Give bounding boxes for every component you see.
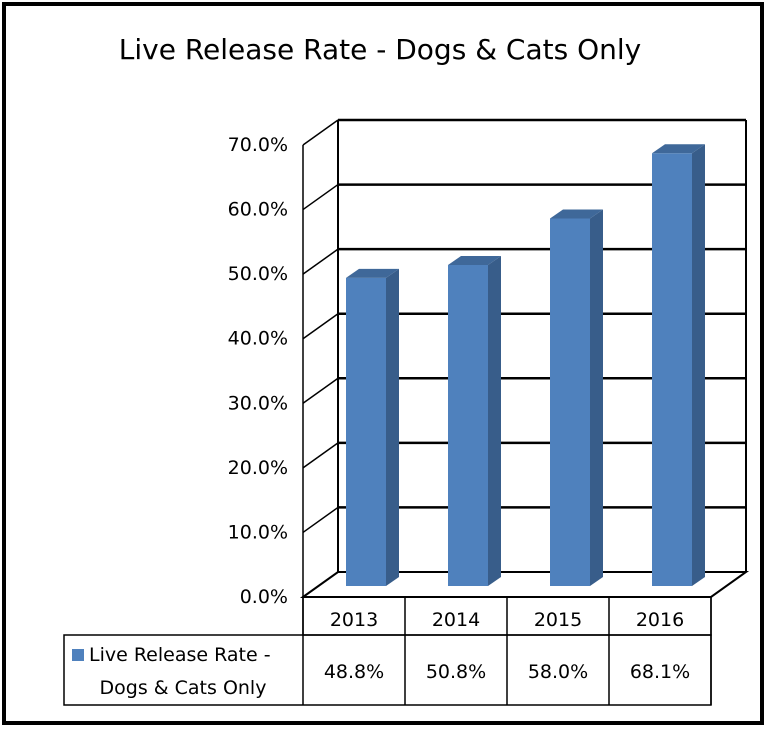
y-tick-label: 70.0%	[228, 134, 288, 156]
gridline-side	[302, 183, 339, 211]
bar-side	[386, 268, 399, 586]
data-label: 50.8%	[426, 661, 486, 683]
gridline-side	[302, 313, 339, 340]
bar-2013	[346, 268, 399, 586]
bar-side	[590, 209, 603, 586]
bar-side	[692, 144, 705, 587]
y-tick-label: 50.0%	[228, 263, 288, 285]
gridline-side	[302, 442, 339, 469]
bar-top	[346, 268, 399, 278]
chart-title: Live Release Rate - Dogs & Cats Only	[118, 33, 642, 66]
data-table: 2013 48.8% 2014 50.8% 2015 58.0% 2016 68.1% Live…	[63, 596, 712, 706]
bars	[346, 144, 705, 587]
y-tick-label: 10.0%	[228, 521, 288, 543]
gridline-side	[302, 377, 339, 404]
gridline-side	[302, 248, 339, 275]
category-label: 2015	[534, 609, 582, 631]
bar-front	[652, 153, 692, 587]
y-tick-label: 30.0%	[228, 392, 288, 414]
bar-front	[550, 218, 590, 586]
bar-2015	[550, 209, 603, 586]
bar-top	[448, 255, 501, 265]
series-name-line-2: Dogs & Cats Only	[100, 677, 267, 699]
data-label: 58.0%	[528, 661, 588, 683]
bar-front	[448, 264, 488, 586]
y-tick-label: 60.0%	[228, 199, 288, 221]
gridline-side	[302, 506, 339, 534]
data-label: 68.1%	[630, 661, 690, 683]
bar-front	[346, 277, 386, 586]
data-label: 48.8%	[324, 661, 384, 683]
y-tick-label: 0.0%	[240, 586, 288, 608]
category-label: 2016	[636, 609, 684, 631]
legend-key	[72, 649, 84, 661]
category-label: 2013	[330, 609, 378, 631]
bar-top	[550, 209, 603, 219]
gridline-side	[302, 119, 339, 146]
bar-top	[652, 144, 705, 154]
bar-side	[488, 255, 501, 586]
y-axis-ticks: 0.0% 10.0% 20.0% 30.0% 40.0% 50.0% 60.0% 70.0%	[228, 134, 288, 608]
bar-2016	[652, 144, 705, 587]
series-name-line-1: Live Release Rate -	[89, 644, 271, 666]
bar-2014	[448, 255, 501, 586]
y-tick-label: 40.0%	[228, 328, 288, 350]
y-tick-label: 20.0%	[228, 457, 288, 479]
category-label: 2014	[432, 609, 480, 631]
